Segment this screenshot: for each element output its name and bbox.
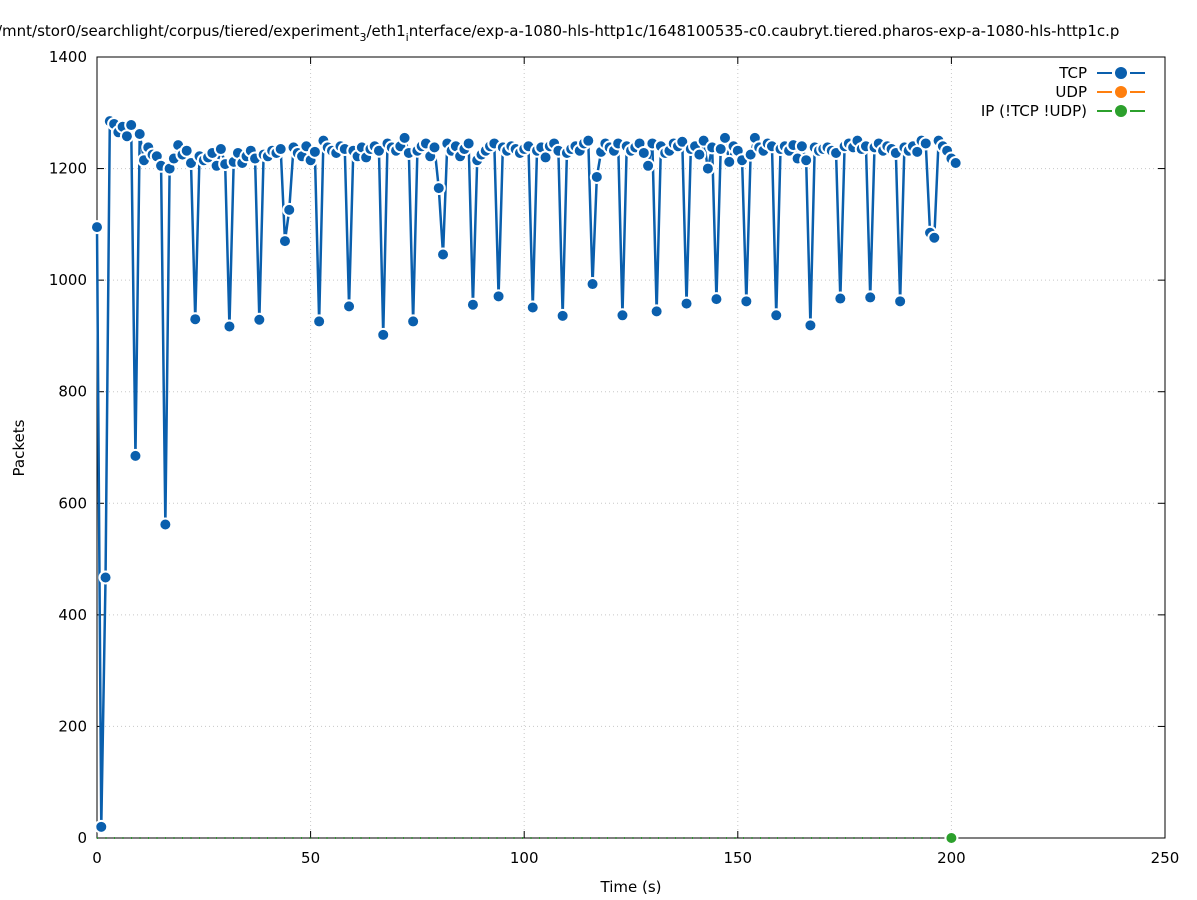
data-point (98, 570, 113, 585)
data-point (128, 448, 143, 463)
data-point (252, 312, 267, 327)
title-subscript: i (406, 31, 409, 44)
title-subscript: 3 (359, 31, 366, 44)
data-point (709, 292, 724, 307)
data-point (893, 294, 908, 309)
x-tick-label: 0 (92, 849, 102, 867)
data-point (525, 300, 540, 315)
y-tick-label: 600 (58, 494, 87, 512)
data-point (342, 299, 357, 314)
data-point (585, 277, 600, 292)
data-point (461, 136, 476, 151)
data-point (94, 819, 109, 834)
title-part: /mnt/stor0/searchlight/corpus/tiered/exp… (0, 22, 360, 40)
data-point (918, 136, 933, 151)
data-point (581, 133, 596, 148)
data-point (124, 118, 139, 133)
legend-label: IP (!TCP !UDP) (981, 102, 1087, 120)
data-point (431, 181, 446, 196)
x-tick-label: 250 (1151, 849, 1180, 867)
y-tick-label: 1200 (49, 160, 87, 178)
data-point (282, 202, 297, 217)
data-point (188, 312, 203, 327)
chart-title: /mnt/stor0/searchlight/corpus/tiered/exp… (0, 22, 1119, 44)
data-point (722, 154, 737, 169)
data-point (222, 319, 237, 334)
title-part: /eth1 (366, 22, 405, 40)
x-tick-label: 50 (301, 849, 320, 867)
axes: 0 200 400 600 800 1000 1200 1400 0 50 100 150 200 250 (49, 48, 1180, 867)
data-point (312, 314, 327, 329)
data-point (132, 126, 147, 141)
data-point (641, 158, 656, 173)
y-tick-label: 1000 (49, 271, 87, 289)
data-point (213, 142, 228, 157)
data-point (273, 142, 288, 157)
data-point (90, 220, 104, 235)
data-point (927, 230, 942, 245)
data-point (944, 831, 959, 845)
data-point (863, 290, 878, 305)
data-point (803, 318, 818, 333)
legend-label: TCP (1058, 64, 1087, 82)
y-tick-label: 800 (58, 383, 87, 401)
data-point (179, 143, 194, 158)
data-point (397, 130, 412, 145)
data-point (555, 308, 570, 323)
data-point (376, 327, 391, 342)
data-point (406, 314, 421, 329)
data-point (649, 304, 664, 319)
plot-area (90, 114, 963, 845)
y-tick-label: 1400 (49, 48, 87, 66)
x-tick-label: 200 (937, 849, 966, 867)
plot-border (96, 56, 1166, 839)
legend-marker (1115, 67, 1127, 79)
data-point (307, 144, 322, 159)
data-point (769, 308, 784, 323)
data-point (427, 140, 442, 155)
data-point (465, 297, 480, 312)
data-point (717, 130, 732, 145)
data-point (636, 145, 651, 160)
data-point (277, 234, 292, 249)
data-point (948, 155, 963, 170)
legend-marker (1115, 86, 1127, 98)
title-part: nterface/exp-a-1080-hls-http1c/164810053… (409, 22, 1120, 40)
series-line-0 (95, 118, 957, 827)
x-axis-label: Time (s) (600, 878, 662, 896)
data-point (692, 147, 707, 162)
grid (97, 57, 1165, 838)
data-point (833, 291, 848, 306)
y-axis-label: Packets (10, 419, 28, 476)
x-tick-label: 150 (723, 849, 752, 867)
data-point (615, 308, 630, 323)
data-point (794, 139, 809, 154)
y-tick-label: 400 (58, 606, 87, 624)
y-tick-label: 200 (58, 717, 87, 735)
data-point (739, 294, 754, 309)
data-point (491, 289, 506, 304)
data-point (436, 247, 451, 262)
x-tick-label: 100 (510, 849, 539, 867)
data-point (700, 161, 715, 176)
data-point (679, 296, 694, 311)
data-point (589, 169, 604, 184)
y-tick-label: 0 (77, 829, 87, 847)
legend-label: UDP (1055, 83, 1087, 101)
data-point (158, 517, 173, 532)
legend-marker (1115, 105, 1127, 117)
data-point (799, 153, 814, 168)
